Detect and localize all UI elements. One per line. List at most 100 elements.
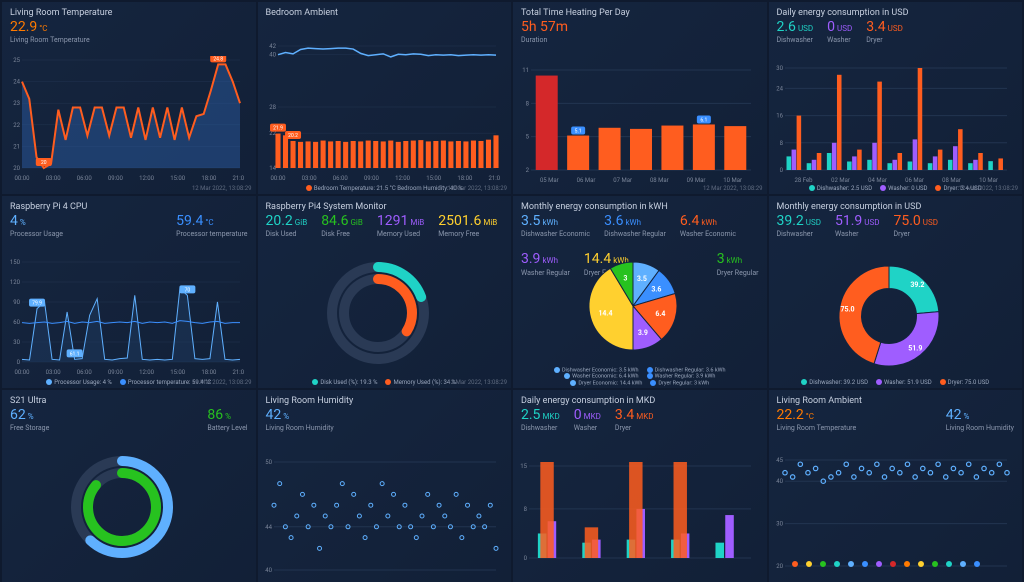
svg-text:28 Feb: 28 Feb (794, 177, 813, 184)
svg-text:06:00: 06:00 (332, 175, 348, 182)
svg-text:45: 45 (776, 457, 783, 464)
svg-text:150: 150 (10, 259, 21, 266)
svg-text:12:00: 12:00 (139, 175, 155, 182)
svg-text:06:00: 06:00 (77, 175, 93, 182)
panel-s21-ultra[interactable]: S21 Ultra62%Free Storage86%Battery Level (2, 390, 256, 582)
svg-text:14.4: 14.4 (598, 310, 612, 318)
svg-text:00:00: 00:00 (270, 175, 286, 182)
panel-rpi4-system[interactable]: Raspberry Pi4 System Monitor20.2GiBDisk … (258, 196, 512, 388)
svg-text:09 Mar: 09 Mar (687, 177, 706, 184)
svg-text:70: 70 (185, 287, 191, 293)
svg-text:3.6: 3.6 (651, 286, 661, 294)
panel-heating-per-day[interactable]: Total Time Heating Per Day5h 57mDuration… (513, 2, 767, 194)
svg-text:02 Mar: 02 Mar (831, 177, 850, 184)
svg-text:21.9: 21.9 (273, 126, 283, 132)
svg-text:11: 11 (522, 67, 529, 74)
svg-text:12:00: 12:00 (395, 175, 411, 182)
svg-text:03:00: 03:00 (46, 175, 62, 182)
svg-text:5: 5 (526, 134, 530, 141)
panel-living-room-temp[interactable]: Living Room Temperature22.9°CLiving Room… (2, 2, 256, 194)
svg-text:3.9: 3.9 (638, 329, 648, 337)
svg-text:00:00: 00:00 (15, 175, 31, 182)
svg-text:40: 40 (265, 567, 272, 574)
svg-text:18:00: 18:00 (201, 175, 217, 182)
svg-text:20: 20 (776, 563, 783, 570)
svg-text:61.1: 61.1 (70, 351, 80, 357)
svg-text:03:00: 03:00 (46, 369, 62, 376)
svg-text:0: 0 (524, 555, 528, 562)
svg-text:39.2: 39.2 (910, 281, 924, 289)
svg-text:15:00: 15:00 (170, 175, 186, 182)
svg-text:10 Mar: 10 Mar (723, 177, 742, 184)
svg-text:06 Mar: 06 Mar (905, 177, 924, 184)
panel-daily-energy-mkd[interactable]: Daily energy consumption in MKD2.5MKDDis… (513, 390, 767, 582)
svg-text:40: 40 (269, 52, 276, 59)
svg-text:10 Mar: 10 Mar (979, 177, 998, 184)
svg-text:51.9: 51.9 (908, 345, 922, 353)
svg-text:21:00: 21:00 (233, 369, 244, 376)
svg-text:06 Mar: 06 Mar (577, 177, 596, 184)
svg-text:15: 15 (520, 463, 527, 470)
svg-text:15:00: 15:00 (426, 175, 442, 182)
svg-text:120: 120 (10, 279, 21, 286)
svg-text:20: 20 (13, 165, 20, 172)
panel-monthly-kwh[interactable]: Monthly energy consumption in kWH3.5kWhD… (513, 196, 767, 388)
panel-monthly-usd[interactable]: Monthly energy consumption in USD39.2USD… (769, 196, 1023, 388)
svg-text:6.4: 6.4 (655, 310, 665, 318)
svg-text:24: 24 (13, 79, 20, 86)
svg-text:06:00: 06:00 (77, 369, 93, 376)
svg-text:04 Mar: 04 Mar (868, 177, 887, 184)
svg-text:20: 20 (41, 160, 47, 166)
panel-rpi4-cpu[interactable]: Raspberry Pi 4 CPU4%Processor Usage59.4°… (2, 196, 256, 388)
svg-text:75.0: 75.0 (840, 306, 854, 314)
svg-text:08 Mar: 08 Mar (942, 177, 961, 184)
svg-text:21: 21 (13, 143, 20, 150)
svg-text:6.1: 6.1 (700, 117, 707, 123)
svg-text:30: 30 (776, 521, 783, 528)
svg-text:24.8: 24.8 (213, 56, 223, 62)
svg-text:12:00: 12:00 (139, 369, 155, 376)
svg-text:30: 30 (776, 65, 783, 72)
svg-text:00:00: 00:00 (15, 369, 31, 376)
svg-text:18:00: 18:00 (457, 175, 473, 182)
svg-text:8: 8 (524, 506, 528, 513)
svg-text:21:00: 21:00 (488, 175, 499, 182)
svg-text:09:00: 09:00 (108, 175, 124, 182)
svg-text:03:00: 03:00 (301, 175, 317, 182)
panel-daily-energy-usd[interactable]: Daily energy consumption in USD2.6USDDis… (769, 2, 1023, 194)
svg-text:3: 3 (623, 274, 627, 282)
svg-text:23: 23 (13, 100, 20, 107)
svg-text:20.2: 20.2 (288, 133, 298, 139)
svg-text:22: 22 (13, 122, 20, 129)
dashboard-grid: Living Room Temperature22.9°CLiving Room… (0, 0, 1024, 576)
svg-text:08 Mar: 08 Mar (650, 177, 669, 184)
svg-text:50: 50 (265, 459, 272, 466)
svg-text:24: 24 (776, 85, 783, 92)
svg-text:16: 16 (776, 113, 783, 120)
svg-text:28: 28 (269, 104, 276, 111)
svg-text:60: 60 (13, 319, 20, 326)
svg-text:05 Mar: 05 Mar (540, 177, 559, 184)
svg-text:42: 42 (269, 43, 276, 50)
svg-text:90: 90 (13, 299, 20, 306)
svg-text:09:00: 09:00 (108, 369, 124, 376)
svg-text:8: 8 (779, 140, 783, 147)
svg-text:30: 30 (13, 339, 20, 346)
svg-text:40: 40 (776, 478, 783, 485)
svg-text:09:00: 09:00 (363, 175, 379, 182)
svg-text:0: 0 (17, 359, 21, 366)
svg-text:15:00: 15:00 (170, 369, 186, 376)
svg-text:18:00: 18:00 (201, 369, 217, 376)
svg-text:2: 2 (526, 167, 530, 174)
svg-text:0: 0 (779, 167, 783, 174)
panel-living-room-ambient[interactable]: Living Room Ambient22.2°CLiving Room Tem… (769, 390, 1023, 582)
svg-text:79.9: 79.9 (32, 301, 42, 307)
svg-text:07 Mar: 07 Mar (613, 177, 632, 184)
panel-living-room-humidity[interactable]: Living Room Humidity42%Living Room Humid… (258, 390, 512, 582)
svg-text:5.1: 5.1 (575, 129, 582, 135)
panel-bedroom-ambient[interactable]: Bedroom Ambient142228404200:0003:0006:00… (258, 2, 512, 194)
svg-text:25: 25 (13, 57, 20, 64)
svg-text:8: 8 (526, 100, 530, 107)
svg-text:3.5: 3.5 (637, 275, 647, 283)
svg-text:44: 44 (265, 524, 272, 531)
